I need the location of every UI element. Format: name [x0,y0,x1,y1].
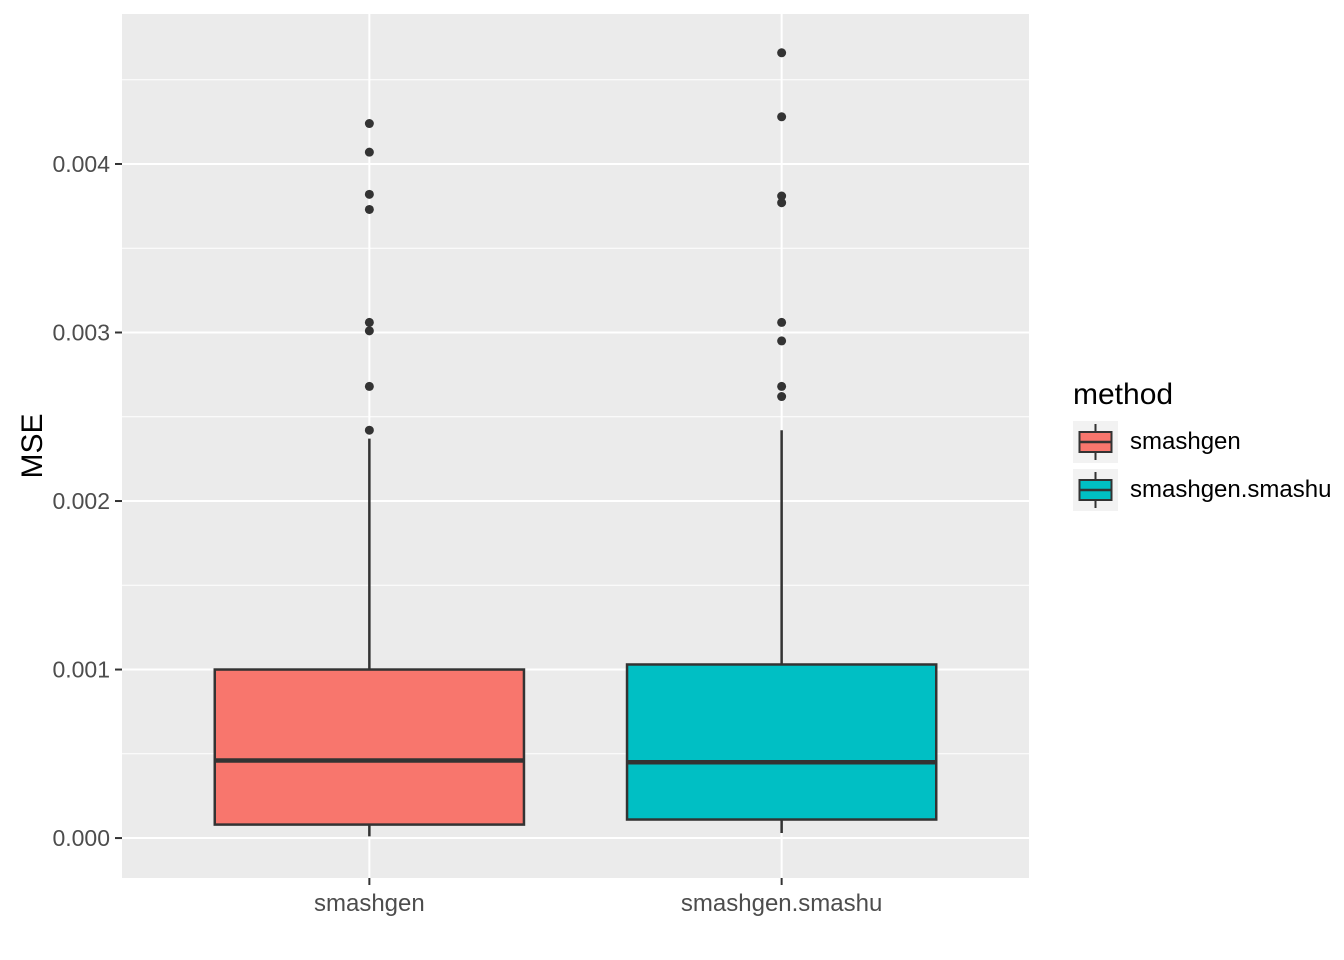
y-tick-label: 0.003 [52,320,110,346]
boxplot-glyph-icon [1078,424,1113,460]
outlier-point-smashgen.smashu [777,112,787,122]
x-tick-label: smashgen [314,890,425,917]
outlier-point-smashgen [364,119,374,129]
box-smashgen.smashu [625,663,938,821]
outlier-point-smashgen [364,326,374,336]
outlier-point-smashgen.smashu [777,198,787,208]
outlier-point-smashgen.smashu [777,191,787,201]
outlier-point-smashgen.smashu [777,317,787,327]
outlier-point-smashgen.smashu [777,336,787,346]
legend-item-smashgen: smashgen [1073,421,1331,463]
y-tick-label: 0.004 [52,151,110,177]
y-tick-label: 0.000 [52,825,110,851]
y-tick-label: 0.001 [52,657,110,683]
x-tick-label: smashgen.smashu [681,890,882,917]
y-axis-title: MSE [16,413,49,478]
outlier-point-smashgen [364,381,374,391]
outlier-point-smashgen [364,204,374,214]
outlier-point-smashgen.smashu [777,48,787,58]
outlier-point-smashgen.smashu [777,381,787,391]
legend: method smashgen smashgen.smashu [1073,378,1331,517]
legend-title: method [1073,378,1174,411]
boxplot-glyph-icon [1078,472,1113,508]
legend-item-smashgen-smashu: smashgen.smashu [1073,469,1331,511]
outlier-point-smashgen [364,425,374,435]
legend-label-smashgen: smashgen [1130,428,1241,455]
outlier-point-smashgen [364,147,374,157]
legend-key-smashgen [1073,421,1118,463]
outlier-point-smashgen [364,317,374,327]
outlier-point-smashgen.smashu [777,392,787,402]
legend-key-smashgen-smashu [1073,469,1118,511]
outlier-point-smashgen [364,189,374,199]
box-smashgen [213,668,526,826]
legend-label-smashgen-smashu: smashgen.smashu [1130,476,1332,503]
y-tick-label: 0.002 [52,488,110,514]
